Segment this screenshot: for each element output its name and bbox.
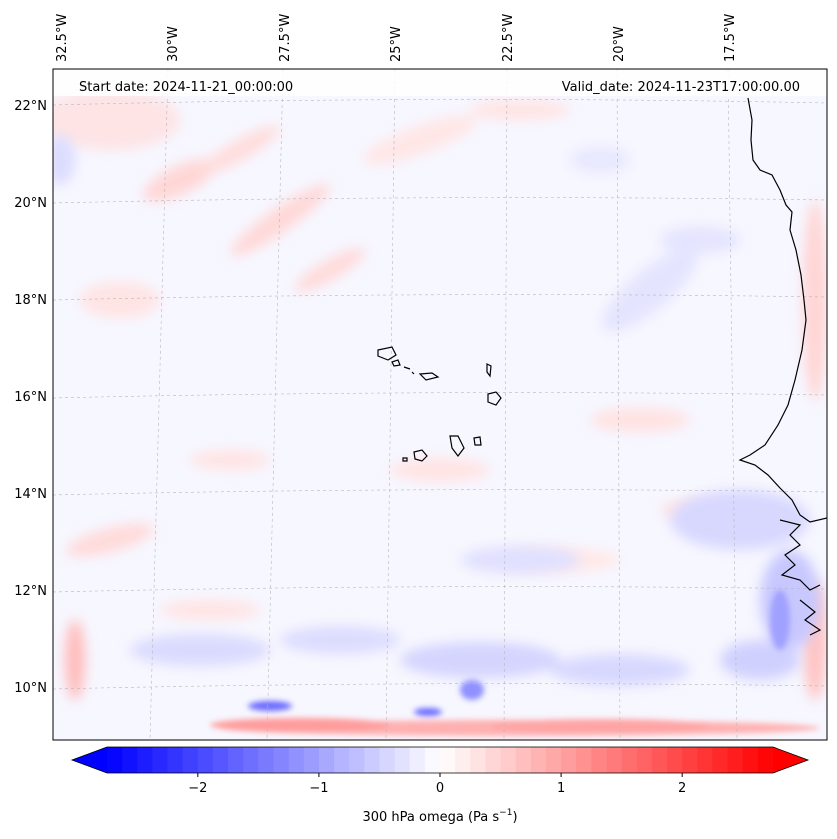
colorbar-cell [651,747,668,773]
lat-label: 16°N [14,390,47,405]
colorbar-cell [379,747,395,773]
lon-label: 22.5°W [501,14,516,62]
colorbar-cell [682,747,698,773]
colorbar-cell [228,747,244,773]
colorbar-cell [137,747,153,773]
map-panel: Start date: 2024-11-21_00:00:00 Valid_da… [52,68,828,741]
colorbar-cell [712,747,728,773]
colorbar-cell [303,747,320,773]
lon-label: 25°W [389,26,404,62]
colorbar-cell [455,747,471,773]
colorbar-ticks: −2 −1 0 1 2 [188,773,686,796]
lat-label: 20°N [14,196,47,211]
valid-date-label: Valid_date: 2024-11-23T17:00:00.00 [562,80,800,95]
lat-label: 18°N [14,293,47,308]
colorbar-frame [70,746,810,774]
colorbar-cells [72,747,808,773]
colorbar-cell [636,747,653,773]
colorbar-tick-label: −2 [188,781,207,796]
lat-label: 22°N [14,99,47,114]
colorbar-extend-min [72,747,107,773]
colorbar-cell [667,747,683,773]
colorbar-cell [334,747,350,773]
lon-label: 27.5°W [278,14,293,62]
colorbar-cell [500,747,517,773]
coastlines [738,97,827,636]
africa-coastline [738,97,827,523]
colorbar-tick-label: 1 [557,781,565,796]
colorbar-cell [727,747,744,773]
colorbar-cell [243,747,259,773]
map-frame [52,68,828,741]
colorbar-cell [167,747,184,773]
lon-label: 30°W [166,26,181,62]
colorbar-cell [621,747,638,773]
colorbar-cell [757,747,774,773]
colorbar-cell [394,747,411,773]
colorbar-cell [530,747,547,773]
colorbar-cell [258,747,274,773]
latitude-labels: 22°N 20°N 18°N 16°N 14°N 12°N 10°N [14,99,47,696]
colorbar-cell [470,747,486,773]
lon-label: 32.5°W [55,14,70,62]
colorbar-cell [742,747,759,773]
colorbar-cell [606,747,623,773]
colorbar-cell [212,747,229,773]
colorbar-tick-label: −1 [309,781,328,796]
lon-label: 17.5°W [723,14,738,62]
colorbar-cell [591,747,607,773]
colorbar-cell [697,747,713,773]
colorbar: −2 −1 0 1 2 300 hPa omega (Pa s−1) [70,746,810,825]
colorbar-cell [349,747,365,773]
lon-label: 20°W [612,26,627,62]
colorbar-cell [122,747,138,773]
colorbar-cell [288,747,305,773]
colorbar-tick-label: 2 [678,781,686,796]
colorbar-cell [576,747,592,773]
colorbar-cell [545,747,562,773]
strong-omega-features [210,590,820,736]
colorbar-cell [273,747,290,773]
colorbar-cell [197,747,214,773]
colorbar-title: 300 hPa omega (Pa s−1) [362,808,517,825]
colorbar-cell [409,747,426,773]
colorbar-cell [424,747,441,773]
colorbar-cell [182,747,199,773]
colorbar-cell [107,747,123,773]
longitude-labels: 32.5°W 30°W 27.5°W 25°W 22.5°W 20°W 17.5… [55,14,738,62]
colorbar-cell [364,747,380,773]
lat-label: 14°N [14,487,47,502]
colorbar-extend-max [773,747,808,773]
colorbar-cell [152,747,168,773]
positive-omega-field [53,90,827,700]
date-header-band [53,70,827,96]
cape-verde-islands [377,346,502,462]
gridlines [53,69,827,740]
colorbar-tick-label: 0 [436,781,444,796]
colorbar-cell [515,747,532,773]
colorbar-cell [440,747,456,773]
colorbar-cell [318,747,335,773]
lat-label: 10°N [14,681,47,696]
colorbar-cell [561,747,577,773]
start-date-label: Start date: 2024-11-21_00:00:00 [79,80,293,95]
colorbar-cell [485,747,501,773]
lat-label: 12°N [14,584,47,599]
